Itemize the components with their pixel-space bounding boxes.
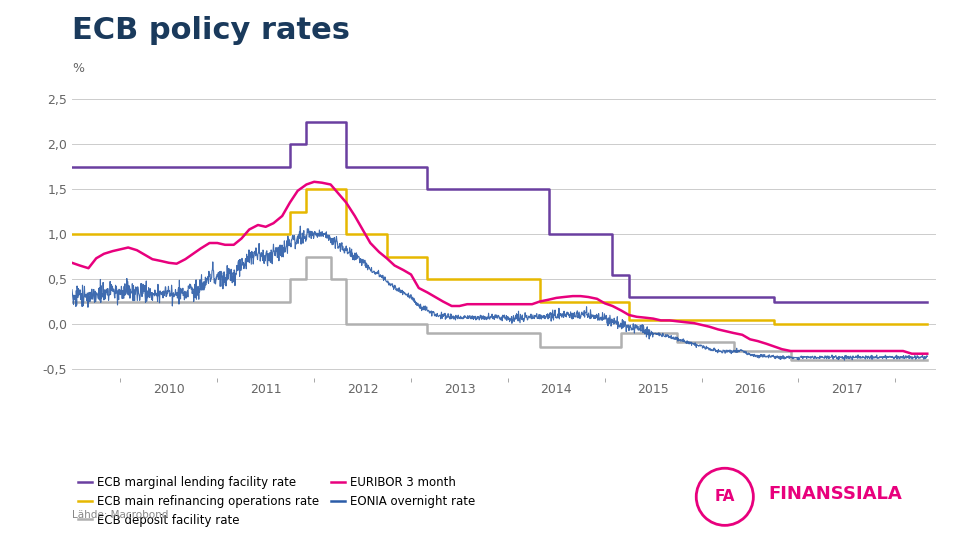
Text: Lähde: Macrobond: Lähde: Macrobond [72,510,168,521]
Text: FA: FA [714,489,735,504]
Legend: ECB marginal lending facility rate, ECB main refinancing operations rate, ECB de: ECB marginal lending facility rate, ECB … [78,476,475,526]
Text: %: % [72,62,84,75]
Text: FINANSSIALA: FINANSSIALA [768,485,901,503]
Text: ECB policy rates: ECB policy rates [72,16,350,45]
